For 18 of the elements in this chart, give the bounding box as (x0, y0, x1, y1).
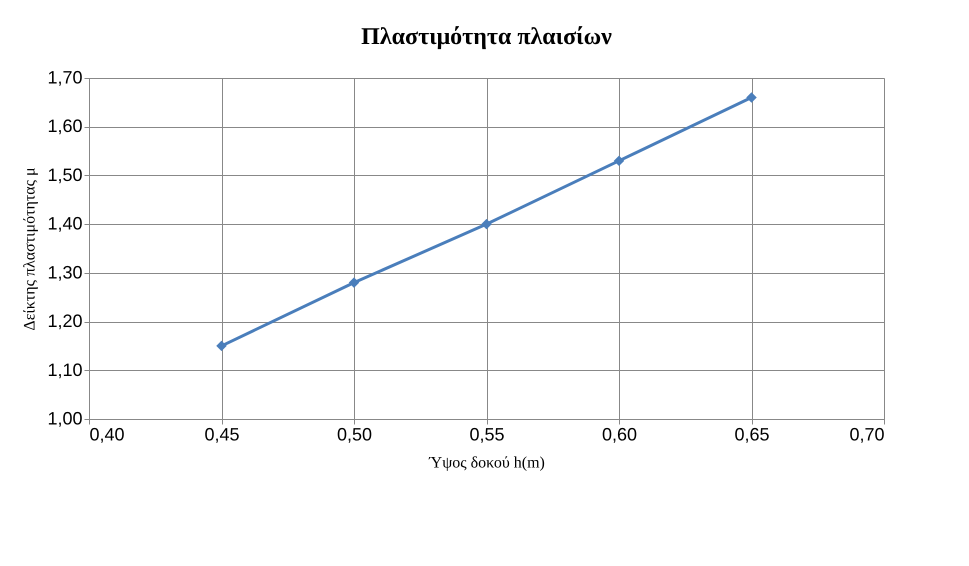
x-tick-label: 0,50 (336, 424, 372, 444)
x-tick-label: 0,45 (204, 424, 240, 444)
y-tick-label: 1,20 (47, 311, 82, 332)
x-tick-label: 0,40 (90, 424, 125, 444)
x-tick-label: 0,60 (602, 424, 638, 444)
y-tick-label: 1,70 (47, 68, 82, 88)
y-tick-label: 1,50 (47, 164, 82, 185)
x-tick-label: 0,70 (849, 424, 884, 444)
y-tick-label: 1,60 (47, 116, 82, 136)
x-tick-label: 0,65 (734, 424, 770, 444)
x-axis-title: Ύψος δοκού h(m) (428, 454, 545, 472)
x-tick-label: 0,55 (469, 424, 505, 444)
y-tick-label: 1,30 (47, 262, 82, 282)
y-tick-label: 1,00 (47, 408, 82, 428)
y-axis-title: Δείκτης πλαστιμότητας μ (21, 167, 38, 331)
y-tick-label: 1,10 (47, 360, 82, 380)
y-tick-label: 1,40 (47, 214, 82, 234)
chart-title: Πλαστιμότητα πλαισίων (361, 24, 612, 50)
